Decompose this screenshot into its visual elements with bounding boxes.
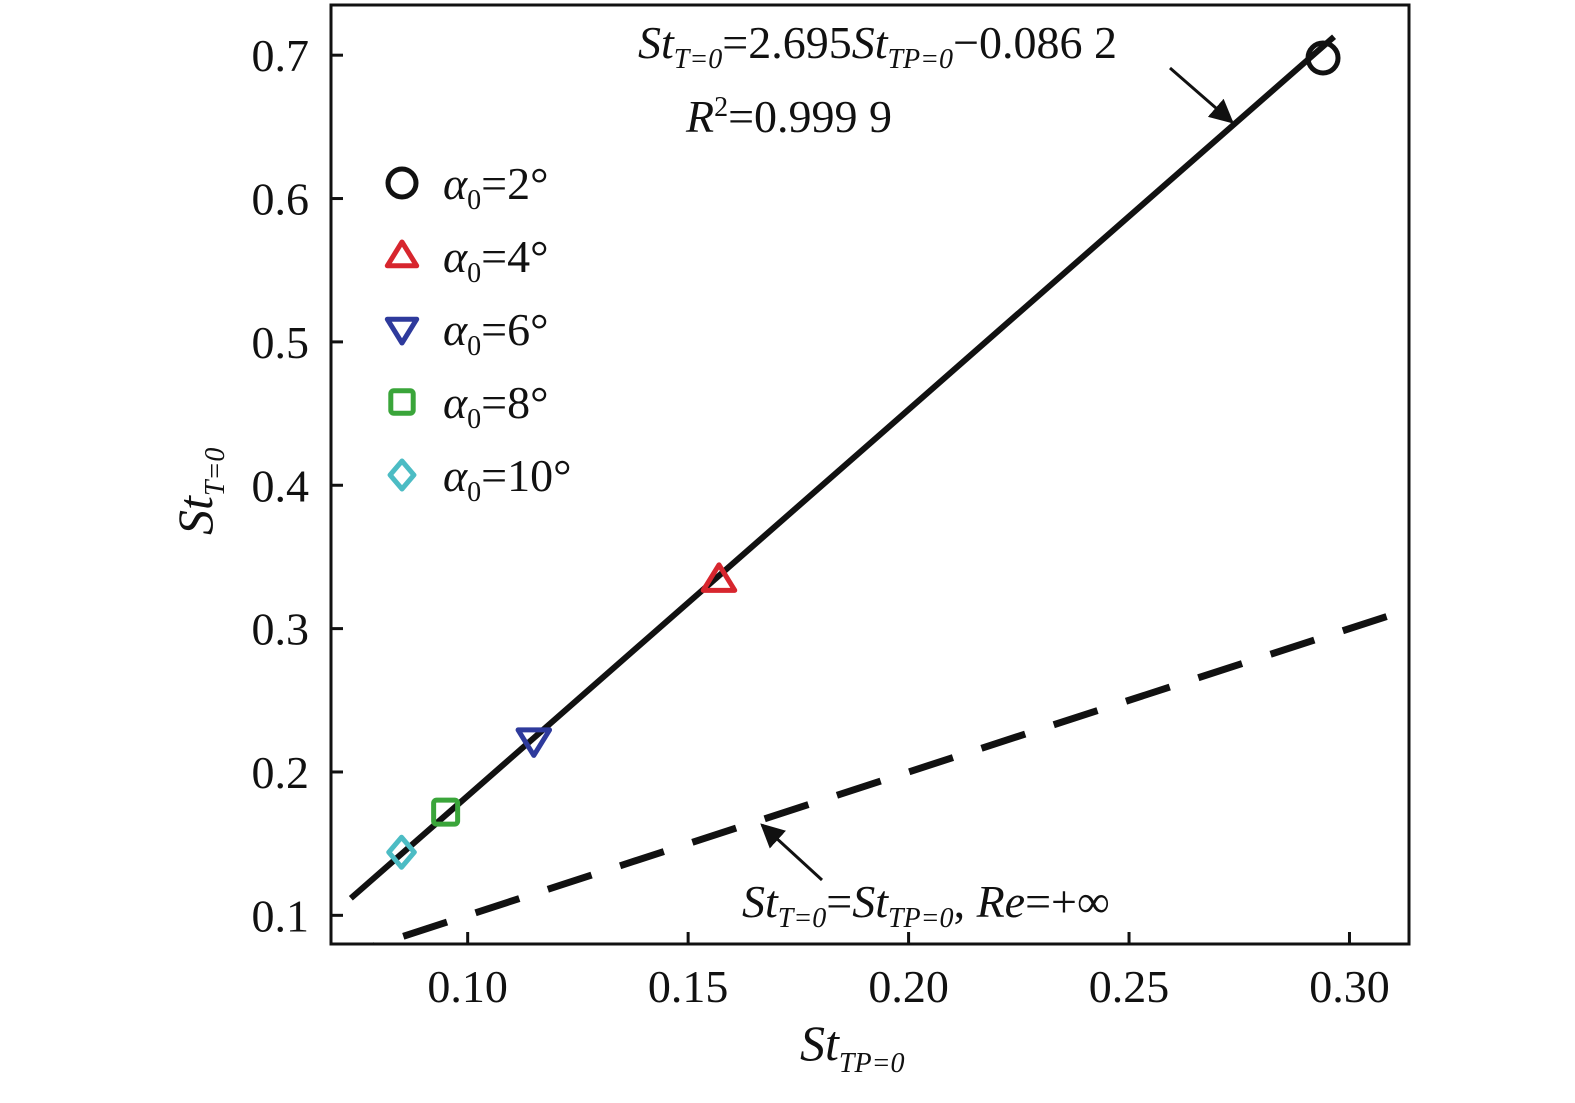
y-tick-label: 0.7: [252, 30, 310, 81]
y-axis-title: StT=0: [167, 448, 231, 535]
fit-equation-label: StT=0=2.695StTP=0−0.086 2: [638, 17, 1117, 75]
legend-marker-diamond: [387, 458, 417, 492]
data-point-square: [431, 797, 461, 827]
legend-label: α0=6°: [443, 304, 549, 362]
identity-line-label: StT=0=StTP=0, Re=+∞: [742, 876, 1110, 934]
x-axis-title: StTP=0: [800, 1015, 904, 1079]
legend-label: α0=2°: [443, 158, 549, 216]
r-squared-label: R2=0.999 9: [685, 91, 892, 142]
y-tick-label: 0.2: [252, 747, 310, 798]
y-tick-label: 0.5: [252, 317, 310, 368]
fit-arrow: [1169, 66, 1234, 124]
identity-line: [368, 610, 1395, 944]
data-point-triangle-down: [515, 727, 553, 758]
legend-marker-circle: [385, 166, 419, 200]
data-point-triangle-up: [700, 562, 738, 593]
y-tick-label: 0.4: [252, 460, 310, 511]
x-tick-label: 0.20: [868, 961, 949, 1012]
legend-label: α0=10°: [443, 450, 572, 508]
legend-marker-triangle-up: [384, 239, 420, 269]
legend-marker-triangle-down: [384, 316, 420, 346]
x-tick-label: 0.25: [1089, 961, 1170, 1012]
identity-arrow: [760, 823, 824, 882]
y-tick-label: 0.6: [252, 174, 310, 225]
x-tick-label: 0.30: [1309, 961, 1390, 1012]
legend-label: α0=4°: [443, 231, 549, 289]
lines-layer: [348, 34, 1395, 944]
legend-label: α0=8°: [443, 377, 549, 435]
fit-line: [348, 34, 1337, 901]
legend-marker-square: [388, 388, 416, 416]
y-tick-label: 0.1: [252, 890, 310, 941]
data-point-circle: [1305, 40, 1341, 76]
data-point-diamond: [386, 834, 417, 870]
legend: α0=2° α0=4° α0=6° α0=8° α0=10°: [384, 158, 572, 508]
x-tick-label: 0.10: [427, 961, 508, 1012]
y-tick-label: 0.3: [252, 604, 310, 655]
plot-frame: [329, 3, 1411, 946]
x-tick-label: 0.15: [648, 961, 729, 1012]
markers-layer: [386, 40, 1341, 870]
ticks-layer: 0.10 0.15 0.20 0.25 0.30 0.1 0.2 0.3 0.4 0.5 0.6 0.…: [252, 30, 1390, 1012]
